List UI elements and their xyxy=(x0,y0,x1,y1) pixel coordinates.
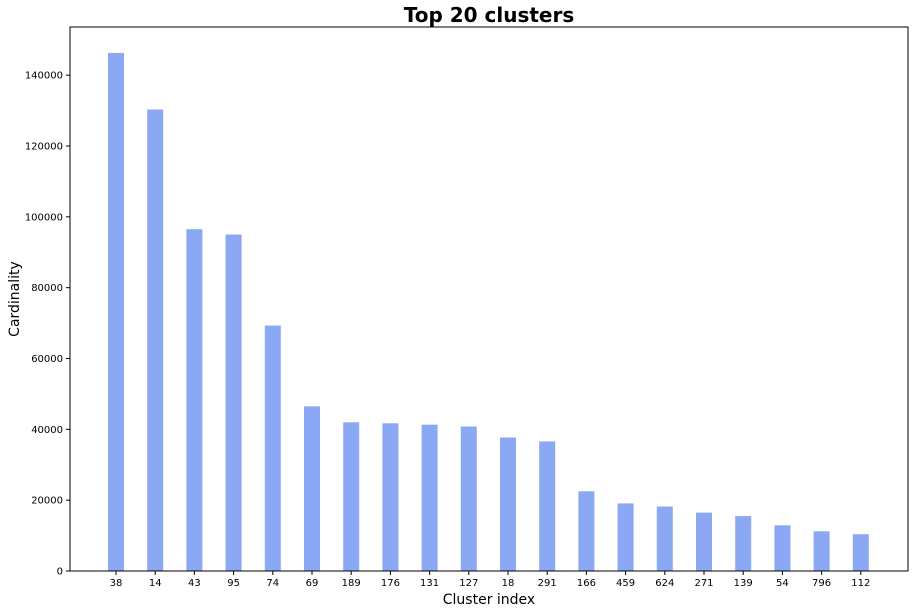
x-tick-label: 166 xyxy=(577,578,596,589)
bar-131 xyxy=(421,424,438,571)
x-tick-label: 176 xyxy=(381,578,400,589)
x-tick-label: 271 xyxy=(694,578,713,589)
x-axis-label: Cluster index xyxy=(443,592,535,608)
bar-95 xyxy=(225,234,242,571)
y-axis-label: Cardinality xyxy=(7,261,23,337)
x-tick-label: 38 xyxy=(110,578,123,589)
bar-112 xyxy=(852,534,869,571)
x-tick-label: 54 xyxy=(776,578,789,589)
x-tick-label: 127 xyxy=(459,578,478,589)
x-tick-label: 69 xyxy=(306,578,319,589)
y-tick-label: 140000 xyxy=(25,71,63,82)
plot-frame xyxy=(69,26,909,572)
bar-271 xyxy=(696,512,712,571)
x-tick-label: 291 xyxy=(538,578,557,589)
x-tick-label: 139 xyxy=(734,578,753,589)
x-tick-label: 18 xyxy=(502,578,515,589)
bar-459 xyxy=(617,503,634,571)
x-tick-label: 624 xyxy=(655,578,674,589)
y-tick-label: 120000 xyxy=(25,142,63,153)
bar-624 xyxy=(656,506,673,571)
x-tick-label: 95 xyxy=(227,578,240,589)
x-tick-label: 796 xyxy=(812,578,831,589)
x-tick-label: 459 xyxy=(616,578,635,589)
bar-189 xyxy=(343,422,360,572)
x-tick-label: 131 xyxy=(420,578,439,589)
bar-176 xyxy=(382,423,399,571)
y-tick-label: 40000 xyxy=(31,425,63,436)
y-tick-label: 80000 xyxy=(31,283,63,294)
bar-14 xyxy=(147,109,164,571)
bar-291 xyxy=(539,441,556,571)
y-ticks-group: 0 20000 40000 60000 80000 100000 120000 140000 xyxy=(25,71,70,578)
x-tick-label: 43 xyxy=(188,578,201,589)
x-tick-label: 14 xyxy=(149,578,162,589)
y-tick-label: 20000 xyxy=(31,496,63,507)
bar-74 xyxy=(264,325,281,571)
bar-69 xyxy=(304,406,320,571)
x-tick-label: 112 xyxy=(851,578,870,589)
bar-18 xyxy=(500,437,516,571)
y-tick-label: 0 xyxy=(57,567,63,578)
bar-166 xyxy=(578,491,595,571)
bar-38 xyxy=(108,52,124,571)
bar-43 xyxy=(186,229,203,571)
chart-title: Top 20 clusters xyxy=(404,3,575,27)
x-tick-label: 74 xyxy=(266,578,279,589)
y-tick-label: 60000 xyxy=(31,354,63,365)
y-tick-label: 100000 xyxy=(25,212,63,223)
bar-54 xyxy=(774,525,791,571)
x-ticks-group: 38 14 43 95 74 69 189 176 131 127 18 291 166 459 624 27… xyxy=(110,571,870,589)
bar-127 xyxy=(460,426,477,571)
bar-139 xyxy=(735,516,752,571)
bars-group xyxy=(108,52,869,572)
x-tick-label: 189 xyxy=(342,578,361,589)
bar-796 xyxy=(813,531,830,571)
